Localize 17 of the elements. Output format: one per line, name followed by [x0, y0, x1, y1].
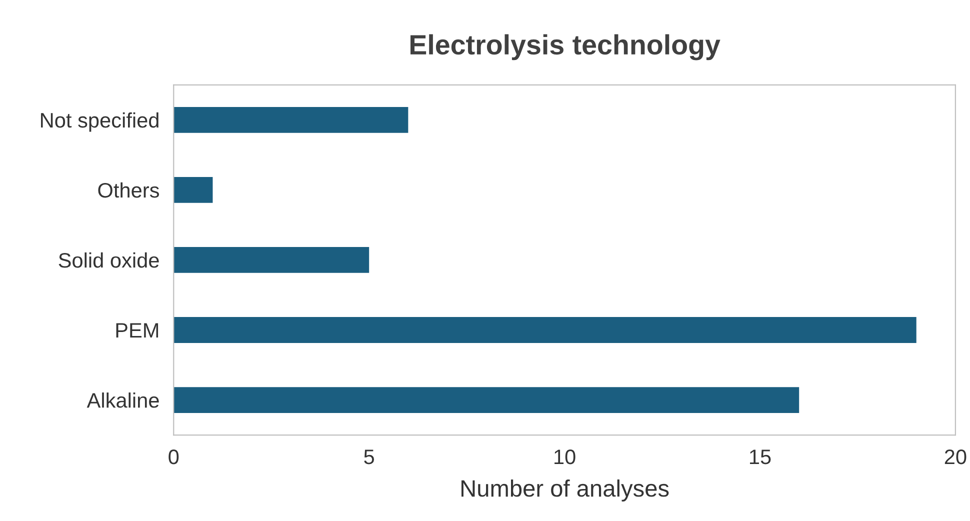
- x-tick-label: 20: [944, 449, 966, 464]
- bar: [174, 177, 213, 203]
- chart-title: Electrolysis technology: [410, 34, 720, 60]
- y-tick-label: Alkaline: [86, 392, 159, 408]
- x-tick-label: 15: [750, 450, 771, 464]
- y-tick-label: Solid oxide: [58, 252, 159, 268]
- bar: [174, 247, 370, 273]
- y-tick-label: PEM: [116, 323, 158, 338]
- x-tick-label: 0: [168, 449, 179, 464]
- x-tick-label: 5: [364, 450, 374, 464]
- x-axis-title: Number of analyses: [461, 479, 669, 502]
- bar: [174, 387, 800, 413]
- y-tick-label: Not specified: [41, 112, 158, 132]
- bar: [174, 106, 408, 133]
- y-tick-label: Others: [98, 182, 159, 198]
- bar: [174, 317, 916, 343]
- x-tick-label: 10: [554, 449, 576, 464]
